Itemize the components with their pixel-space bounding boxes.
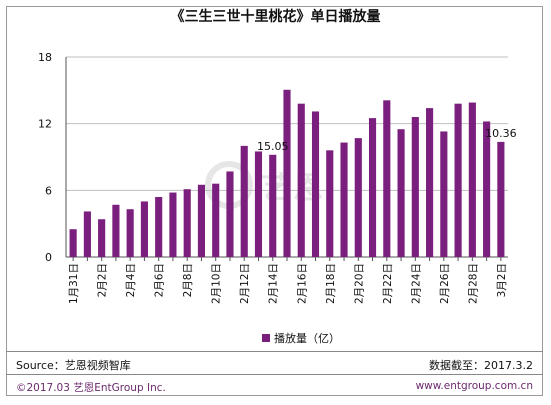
bar <box>383 100 391 257</box>
bar <box>454 103 462 258</box>
bar <box>169 192 177 257</box>
footer-divider-top <box>6 351 543 352</box>
bar <box>226 171 234 257</box>
bar <box>155 197 163 257</box>
x-tick-label: 1月31日 <box>68 263 80 304</box>
x-tick-label: 2月6日 <box>154 263 166 297</box>
x-tick-label: 2月4日 <box>125 263 137 297</box>
as-of-text: 数据截至：2017.3.2 <box>429 359 533 372</box>
bar <box>269 154 277 257</box>
bar <box>126 209 134 257</box>
data-label: 10.36 <box>485 127 517 140</box>
x-tick-label: 2月24日 <box>410 263 422 304</box>
x-tick-label: 3月2日 <box>496 263 508 297</box>
bar <box>140 201 148 257</box>
bar <box>83 211 91 257</box>
bar <box>468 102 476 257</box>
bar <box>98 219 106 257</box>
x-tick-label: 2月8日 <box>182 263 194 297</box>
x-tick-label: 2月20日 <box>353 263 365 304</box>
legend-label: 播放量（亿） <box>274 332 340 345</box>
bar <box>440 131 448 257</box>
x-tick-label: 2月22日 <box>382 263 394 304</box>
x-tick-label: 2月18日 <box>325 263 337 304</box>
bar <box>212 183 220 257</box>
y-tick-label: 0 <box>45 251 52 264</box>
bar <box>240 145 248 257</box>
x-tick-label: 2月12日 <box>239 263 251 304</box>
y-tick-label: 12 <box>38 118 52 131</box>
x-tick-label: 2月14日 <box>268 263 280 304</box>
bar <box>426 108 434 257</box>
bar <box>69 229 77 257</box>
x-tick-label: 2月16日 <box>296 263 308 304</box>
x-tick-label: 2月26日 <box>439 263 451 304</box>
bar <box>197 184 206 257</box>
bar <box>354 138 362 257</box>
bar <box>483 121 491 257</box>
source-text: Source：艺恩视频智库 <box>16 359 131 372</box>
bar <box>326 150 334 257</box>
legend-swatch <box>262 334 270 342</box>
x-tick-label: 2月28日 <box>467 263 479 304</box>
bar <box>283 89 291 258</box>
bar <box>368 118 377 257</box>
data-label: 15.05 <box>257 140 289 153</box>
bar <box>254 151 263 257</box>
bar-chart: 0 6 12 18 1月31日 2月2日 2月4日 2月6日 2月8日 2月10日 2月12日 2月1… <box>38 51 517 304</box>
bar <box>397 129 405 257</box>
bar <box>497 141 505 257</box>
bar <box>340 142 348 257</box>
y-tick-label: 18 <box>38 51 52 64</box>
chart-legend: 播放量（亿） <box>262 330 340 346</box>
site-url: www.entgroup.com.cn <box>415 380 533 392</box>
bar <box>112 204 120 257</box>
x-tick-label: 2月2日 <box>97 263 109 297</box>
x-tick-label: 2月10日 <box>211 263 223 304</box>
y-tick-label: 6 <box>45 184 52 197</box>
chart-title: 《三生三世十里桃花》单日播放量 <box>170 9 381 25</box>
footer-divider-bottom <box>6 374 543 375</box>
bar <box>297 103 305 258</box>
copyright-text: ©2017.03 艺恩EntGroup Inc. <box>16 382 166 394</box>
bar <box>311 111 320 257</box>
bar <box>183 189 191 257</box>
bar <box>411 117 419 257</box>
